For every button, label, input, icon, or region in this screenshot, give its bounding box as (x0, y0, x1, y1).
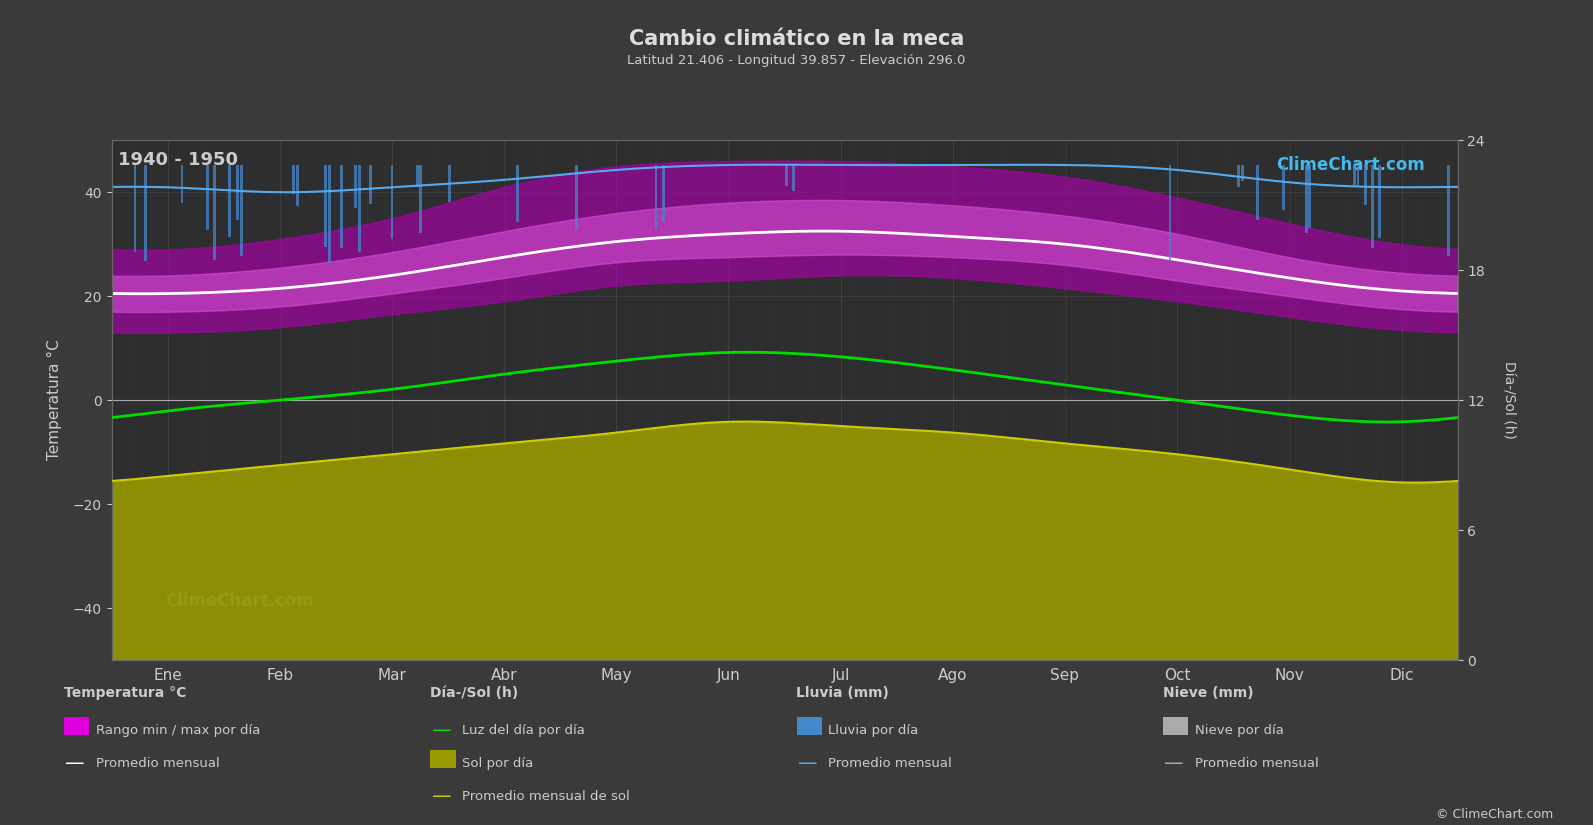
Text: —: — (1164, 753, 1184, 773)
Bar (785, 165, 789, 186)
Text: © ClimeChart.com: © ClimeChart.com (1435, 808, 1553, 821)
Text: —: — (432, 720, 451, 740)
Bar (213, 165, 217, 260)
Text: Nieve por día: Nieve por día (1195, 724, 1284, 737)
Bar (663, 165, 664, 222)
Bar (296, 165, 299, 205)
Text: Nieve (mm): Nieve (mm) (1163, 686, 1254, 700)
Text: Cambio climático en la meca: Cambio climático en la meca (629, 29, 964, 49)
Bar (180, 165, 183, 203)
Text: Día-/Sol (h): Día-/Sol (h) (430, 686, 518, 700)
Bar (325, 165, 327, 247)
Text: —: — (65, 753, 84, 773)
Y-axis label: Día-/Sol (h): Día-/Sol (h) (1502, 361, 1515, 439)
Text: Sol por día: Sol por día (462, 757, 534, 770)
Bar (328, 165, 331, 263)
Bar (205, 165, 209, 230)
Bar (416, 165, 419, 186)
Y-axis label: Temperatura °C: Temperatura °C (46, 340, 62, 460)
Bar (339, 165, 342, 248)
Text: Promedio mensual: Promedio mensual (96, 757, 220, 770)
Bar (241, 165, 244, 256)
Bar (792, 165, 795, 191)
Bar (1364, 165, 1367, 205)
Bar (1308, 165, 1311, 229)
Text: Promedio mensual: Promedio mensual (828, 757, 953, 770)
Text: Promedio mensual: Promedio mensual (1195, 757, 1319, 770)
Bar (134, 165, 137, 252)
Text: ClimeChart.com: ClimeChart.com (1276, 156, 1424, 174)
Text: ClimeChart.com: ClimeChart.com (166, 592, 314, 610)
Text: —: — (432, 786, 451, 806)
Bar (236, 165, 239, 220)
Bar (293, 165, 295, 195)
Text: Promedio mensual de sol: Promedio mensual de sol (462, 790, 629, 803)
Bar (145, 165, 147, 262)
Bar (228, 165, 231, 237)
Bar (1305, 165, 1308, 233)
Bar (655, 165, 658, 229)
Bar (390, 165, 393, 239)
Bar (354, 165, 357, 209)
Text: Latitud 21.406 - Longitud 39.857 - Elevación 296.0: Latitud 21.406 - Longitud 39.857 - Eleva… (628, 54, 965, 67)
Bar (1372, 165, 1373, 248)
Text: Luz del día por día: Luz del día por día (462, 724, 585, 737)
Bar (1169, 165, 1171, 261)
Bar (1238, 165, 1241, 187)
Text: 1940 - 1950: 1940 - 1950 (118, 151, 239, 168)
Text: Temperatura °C: Temperatura °C (64, 686, 186, 700)
Text: Rango min / max por día: Rango min / max por día (96, 724, 260, 737)
Bar (516, 165, 519, 222)
Bar (1257, 165, 1258, 220)
Bar (1241, 165, 1244, 181)
Bar (575, 165, 578, 230)
Bar (1446, 165, 1450, 256)
Bar (358, 165, 360, 252)
Bar (449, 165, 451, 202)
Bar (1282, 165, 1286, 210)
Text: Lluvia (mm): Lluvia (mm) (796, 686, 889, 700)
Text: Lluvia por día: Lluvia por día (828, 724, 919, 737)
Text: —: — (798, 753, 817, 773)
Bar (1352, 165, 1356, 186)
Bar (1378, 165, 1381, 238)
Bar (1357, 165, 1359, 186)
Bar (370, 165, 371, 205)
Bar (419, 165, 422, 233)
